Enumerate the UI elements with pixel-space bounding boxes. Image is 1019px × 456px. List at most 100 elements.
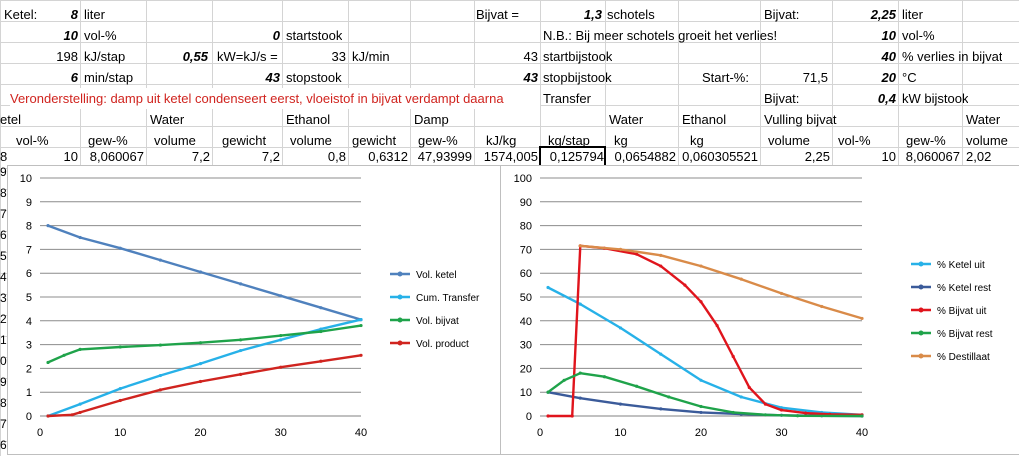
- data-point: [46, 414, 50, 418]
- cell-ketel-label[interactable]: Ketel:: [4, 7, 38, 22]
- header-vol-pct2[interactable]: vol-%: [838, 133, 871, 148]
- cell-kw-label[interactable]: kW=kJ/s =: [217, 49, 278, 64]
- cell-verlies-value[interactable]: 40: [881, 49, 896, 64]
- cell-startpct-label[interactable]: Start-%:: [702, 70, 749, 85]
- row-fragment-label: 1: [0, 333, 7, 347]
- cell-assumption[interactable]: Veronderstelling: damp uit ketel condens…: [10, 88, 540, 109]
- grid-col-line: [832, 0, 833, 168]
- header-water[interactable]: Water: [150, 112, 185, 127]
- cell-r8-d[interactable]: 7,2: [191, 149, 210, 164]
- header-kg2[interactable]: kg: [690, 133, 704, 148]
- header-kg-stap[interactable]: kg/stap: [548, 133, 590, 148]
- data-point: [618, 247, 623, 251]
- cell-r8-n[interactable]: 10: [881, 149, 896, 164]
- cell-bijvat-vol-value[interactable]: 10: [881, 28, 896, 43]
- cell-r8-p[interactable]: 2,02: [966, 149, 992, 164]
- header-volume[interactable]: volume: [154, 133, 196, 148]
- cell-vol-value[interactable]: 10: [63, 28, 78, 43]
- cell-r8-o[interactable]: 8,060067: [905, 149, 960, 164]
- header-gewicht2[interactable]: gewicht: [352, 133, 397, 148]
- cell-kj-value[interactable]: 198: [56, 49, 78, 64]
- cell-ketel-value[interactable]: 8: [70, 7, 78, 22]
- cell-r8-f[interactable]: 0,8: [327, 149, 346, 164]
- data-point: [118, 345, 122, 349]
- cell-stopbij-value[interactable]: 43: [523, 70, 538, 85]
- header-water3[interactable]: Water: [966, 112, 1001, 127]
- header-water2[interactable]: Water: [609, 112, 644, 127]
- cell-r8-b[interactable]: 10: [63, 149, 78, 164]
- header-vulling-bijvat[interactable]: Vulling bijvat: [764, 112, 837, 127]
- cell-r8-k[interactable]: 0,0654882: [614, 149, 676, 164]
- cell-min-value[interactable]: 6: [70, 70, 78, 85]
- cell-bijvat-kw-label[interactable]: Bijvat:: [764, 91, 800, 106]
- cell-kj-unit[interactable]: kJ/stap: [84, 49, 126, 64]
- cell-kw-value[interactable]: 0,55: [182, 49, 208, 64]
- header-kj-kg[interactable]: kJ/kg: [486, 133, 517, 148]
- cell-note[interactable]: N.B.: Bij meer schotels groeit het verli…: [543, 28, 778, 43]
- cell-bijvat-unit[interactable]: schotels: [607, 7, 655, 22]
- cell-kjmin-value[interactable]: 33: [331, 49, 346, 64]
- cell-r8-e[interactable]: 7,2: [261, 149, 280, 164]
- cell-startbij-label[interactable]: startbijstook: [543, 49, 613, 64]
- data-point: [570, 414, 574, 418]
- cell-start-value[interactable]: 0: [272, 28, 280, 43]
- header-gew-pct2[interactable]: gew-%: [418, 133, 458, 148]
- grid-col-line: [348, 0, 349, 168]
- header-vol-pct[interactable]: vol-%: [16, 133, 49, 148]
- chart-percentages[interactable]: 0 10 20 30 40 50 60 70 80 90 100 0 10 20 30 40 % Ketel u…: [500, 165, 1019, 455]
- data-point: [546, 414, 550, 418]
- cell-r8-c[interactable]: 8,060067: [89, 149, 144, 164]
- legend-label: Vol. bijvat: [416, 316, 459, 327]
- y-tick-label: 100: [514, 173, 532, 185]
- header-gew-pct3[interactable]: gew-%: [906, 133, 946, 148]
- header-gewicht[interactable]: gewicht: [222, 133, 267, 148]
- cell-ketel-unit[interactable]: liter: [84, 7, 105, 22]
- y-tick-label: 50: [520, 292, 532, 304]
- cell-startbij-value[interactable]: 43: [523, 49, 538, 64]
- grid-col-line: [146, 0, 147, 168]
- cell-bijvat2-label[interactable]: Bijvat:: [764, 7, 800, 22]
- cell-r8-h[interactable]: 47,93999: [417, 149, 472, 164]
- data-point: [602, 375, 606, 379]
- cell-kjmin-unit[interactable]: kJ/min: [352, 49, 390, 64]
- header-volume3[interactable]: volume: [768, 133, 810, 148]
- header-ethanol[interactable]: Ethanol: [286, 112, 331, 127]
- data-point: [578, 244, 582, 248]
- cell-bijvat-kw-value[interactable]: 0,4: [877, 91, 896, 106]
- cell-r8-m[interactable]: 2,25: [804, 149, 830, 164]
- cell-r8-l[interactable]: 0,060305521: [682, 149, 758, 164]
- header-ethanol2[interactable]: Ethanol: [682, 112, 727, 127]
- chart-volumes[interactable]: 0 1 2 3 4 5 6 7 8 9 10 0 10 20 30 40 Vol. ketel Cum. Tran…: [7, 165, 501, 455]
- cell-bijvat-vol-unit[interactable]: vol-%: [902, 28, 935, 43]
- header-ketel[interactable]: etel: [0, 112, 21, 127]
- cell-temp-unit[interactable]: °C: [902, 70, 917, 85]
- header-volume4[interactable]: volume: [966, 133, 1008, 148]
- cell-bijvat-kw-unit[interactable]: kW bijstook: [902, 91, 969, 106]
- cell-r8-j-selected[interactable]: 0,125794: [539, 146, 606, 167]
- cell-startpct-value[interactable]: 71,5: [802, 70, 828, 85]
- series-line: [47, 224, 362, 321]
- cell-vol-unit[interactable]: vol-%: [84, 28, 117, 43]
- cell-start-label[interactable]: startstook: [286, 28, 343, 43]
- row-fragment-label: 5: [0, 249, 7, 263]
- cell-transfer[interactable]: Transfer: [543, 91, 591, 106]
- cell-bijvat2-value[interactable]: 2,25: [870, 7, 896, 22]
- cell-min-unit[interactable]: min/stap: [84, 70, 134, 85]
- cell-stop-value[interactable]: 43: [265, 70, 280, 85]
- header-gew-pct[interactable]: gew-%: [88, 133, 128, 148]
- cell-stopbij-label[interactable]: stopbijstook: [543, 70, 612, 85]
- cell-temp-value[interactable]: 20: [881, 70, 896, 85]
- data-point: [118, 246, 122, 250]
- header-damp[interactable]: Damp: [414, 112, 449, 127]
- data-point: [279, 338, 283, 342]
- cell-bijvat2-unit[interactable]: liter: [902, 7, 923, 22]
- cell-r8-a[interactable]: 8: [0, 149, 8, 164]
- header-kg[interactable]: kg: [614, 133, 628, 148]
- cell-bijvat-value[interactable]: 1,3: [583, 7, 602, 22]
- cell-stop-label[interactable]: stopstook: [286, 70, 342, 85]
- cell-verlies-label[interactable]: % verlies in bijvat: [902, 49, 1003, 64]
- cell-bijvat-label[interactable]: Bijvat =: [476, 7, 519, 22]
- header-volume2[interactable]: volume: [290, 133, 332, 148]
- cell-r8-g[interactable]: 0,6312: [368, 149, 408, 164]
- cell-r8-i[interactable]: 1574,005: [483, 149, 538, 164]
